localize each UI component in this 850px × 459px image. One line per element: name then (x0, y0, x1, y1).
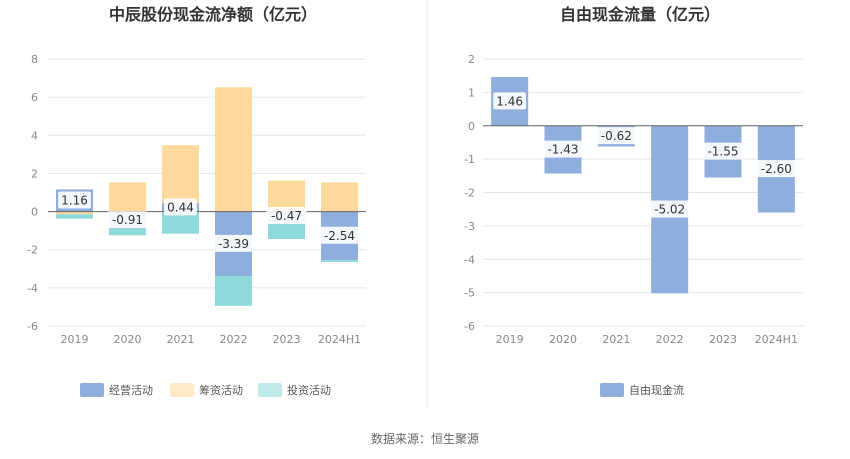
source-note: 数据来源：恒生聚源 (371, 431, 479, 446)
data-label: 1.16 (61, 194, 88, 208)
data-label: -2.54 (324, 229, 355, 243)
x-axis: 2019 2020 2021 2022 2023 2024H1 (496, 333, 798, 346)
y-tick-label: -2 (27, 244, 38, 257)
data-label: -0.91 (112, 213, 143, 227)
bar-2-2023 (268, 180, 305, 212)
y-tick-label: 1 (468, 86, 475, 99)
data-label-bg (319, 226, 360, 244)
bars (56, 87, 358, 306)
y-tick-label: -4 (464, 253, 475, 266)
y-tick-label: 8 (31, 53, 38, 66)
y-axis: 8 6 4 2 0 -2 -4 -6 (27, 53, 38, 333)
data-label: -3.39 (218, 237, 249, 251)
bar-3-2021 (162, 211, 199, 234)
data-label: -0.47 (271, 209, 302, 223)
x-tick-label: 2023 (709, 333, 737, 346)
data-label: 0.44 (167, 200, 194, 214)
legend-label[interactable]: 筹资活动 (199, 383, 243, 397)
y-tick-label: 2 (468, 53, 475, 66)
data-label-bg (266, 207, 307, 225)
bar-2-2020 (109, 182, 146, 212)
data-label-bg (756, 160, 797, 178)
grid (48, 58, 366, 327)
x-tick-label: 2024H1 (755, 333, 798, 346)
data-label-bg (493, 92, 527, 110)
data-label: -0.62 (601, 129, 632, 143)
legend-swatch[interactable] (258, 383, 282, 397)
bar-3-2024H1 (321, 260, 358, 262)
data-label: -1.55 (707, 145, 738, 159)
legend-swatch[interactable] (170, 383, 194, 397)
chart-title: 中辰股份现金流净额（亿元） (109, 5, 317, 24)
bar-2-2021 (162, 145, 199, 204)
bar-3-2019 (56, 214, 93, 219)
data-label-bg (164, 198, 197, 216)
y-tick-label: -2 (464, 187, 475, 200)
bar-3-2022 (215, 276, 252, 306)
x-tick-label: 2021 (167, 333, 195, 346)
legend-label[interactable]: 经营活动 (109, 383, 153, 397)
x-tick-label: 2023 (273, 333, 301, 346)
data-label-bg (213, 234, 254, 252)
legend-swatch[interactable] (80, 383, 104, 397)
data-label: 1.46 (496, 94, 523, 108)
y-tick-label: 4 (31, 129, 38, 142)
chart-free-cash-flow: 自由现金流量（亿元） 210-1-2-3-4-5-6 2019 2020 2021 2… (464, 5, 803, 397)
x-tick-label: 2019 (496, 333, 524, 346)
data-labels: 1.16 -0.91 0.44 -3.39 -0.47 -2.54 (58, 191, 360, 252)
bar-2-2022 (215, 87, 252, 212)
legend-label[interactable]: 自由现金流 (629, 383, 684, 397)
y-tick-label: -4 (27, 282, 38, 295)
data-label: -2.60 (761, 162, 792, 176)
x-axis: 2019 2020 2021 2022 2023 2024H1 (61, 333, 362, 346)
x-tick-label: 2024H1 (318, 333, 361, 346)
legend-swatch[interactable] (600, 383, 624, 397)
legend: 经营活动 筹资活动 投资活动 (80, 383, 331, 397)
bar-2-2024H1 (321, 182, 358, 212)
data-label-bg (107, 211, 148, 229)
y-tick-label: -3 (464, 220, 475, 233)
data-label-bg (649, 200, 690, 218)
legend-label[interactable]: 投资活动 (287, 383, 331, 397)
legend: 自由现金流 (600, 383, 684, 397)
y-tick-label: 6 (31, 91, 38, 104)
data-label: -1.43 (547, 143, 578, 157)
bars (491, 77, 795, 294)
x-tick-label: 2020 (114, 333, 142, 346)
x-tick-label: 2020 (549, 333, 577, 346)
x-tick-label: 2019 (61, 333, 89, 346)
bar-3-2020 (109, 228, 146, 236)
y-tick-label: -5 (464, 287, 475, 300)
y-tick-label: -6 (27, 320, 38, 333)
y-axis: 2 1 0 -1 -2 -3 -4 -5 -6 (464, 53, 475, 333)
grid (483, 58, 803, 327)
x-tick-label: 2022 (656, 333, 684, 346)
y-tick-label: 0 (31, 206, 38, 219)
data-label-bg (703, 142, 743, 160)
bar-2-2019 (56, 211, 93, 215)
x-tick-label: 2022 (220, 333, 248, 346)
data-label-bg (596, 127, 637, 145)
y-tick-label: -6 (464, 320, 475, 333)
data-label-bg (58, 191, 91, 209)
x-tick-label: 2021 (602, 333, 630, 346)
y-tick-label: 0 (468, 120, 475, 133)
data-labels: 1.46 -1.43 -0.62 -5.02 -1.55 -2.60 (493, 92, 797, 218)
bar-3-2023 (268, 220, 305, 240)
data-label: -5.02 (654, 203, 685, 217)
data-label-bg (543, 140, 583, 158)
y-tick-label: 2 (31, 167, 38, 180)
chart-title: 自由现金流量（亿元） (560, 5, 720, 24)
y-tick-label: -1 (464, 153, 475, 166)
